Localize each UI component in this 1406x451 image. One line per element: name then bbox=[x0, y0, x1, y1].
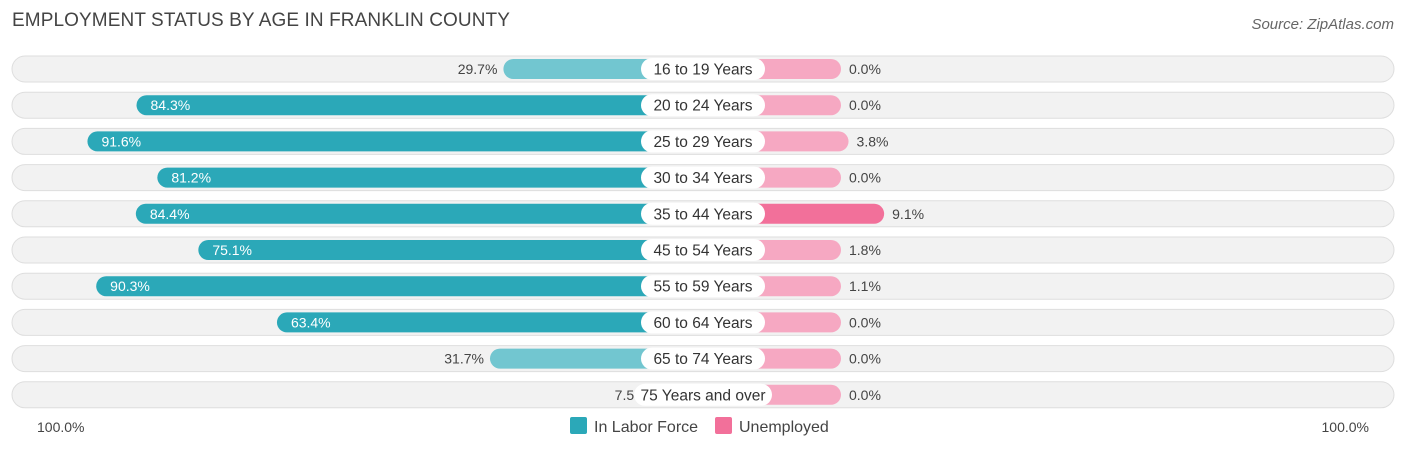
axis-right-label: 100.0% bbox=[1322, 419, 1369, 435]
labor-force-bar bbox=[96, 276, 703, 297]
category-label: 20 to 24 Years bbox=[653, 98, 752, 115]
labor-force-value-label: 81.2% bbox=[171, 170, 211, 186]
category-label: 30 to 34 Years bbox=[653, 170, 752, 187]
category-label: 65 to 74 Years bbox=[653, 351, 752, 368]
labor-force-value-label: 63.4% bbox=[291, 314, 331, 330]
category-label: 60 to 64 Years bbox=[653, 315, 752, 332]
category-pill bbox=[641, 166, 765, 189]
unemployed-value-label: 0.0% bbox=[849, 314, 881, 330]
legend-label-labor-force: In Labor Force bbox=[594, 419, 698, 436]
unemployed-value-label: 0.0% bbox=[849, 97, 881, 113]
unemployed-value-label: 1.8% bbox=[849, 242, 881, 258]
category-pill bbox=[641, 58, 765, 80]
axis-left-label: 100.0% bbox=[37, 419, 84, 435]
category-pill bbox=[641, 311, 765, 334]
category-label: 55 to 59 Years bbox=[653, 279, 752, 296]
labor-force-value-label: 84.3% bbox=[151, 97, 191, 113]
unemployed-value-label: 9.1% bbox=[892, 206, 924, 222]
legend-swatch-unemployed bbox=[715, 417, 732, 434]
labor-force-bar bbox=[135, 203, 703, 224]
labor-force-value-label: 90.3% bbox=[110, 278, 150, 294]
unemployed-value-label: 0.0% bbox=[849, 61, 881, 77]
labor-force-value-label: 91.6% bbox=[101, 133, 141, 149]
labor-force-bar bbox=[198, 240, 703, 260]
labor-force-bar bbox=[136, 95, 703, 116]
category-pill bbox=[641, 202, 765, 225]
chart-source: Source: ZipAtlas.com bbox=[1251, 16, 1394, 33]
unemployed-value-label: 1.1% bbox=[849, 278, 881, 294]
category-label: 25 to 29 Years bbox=[653, 134, 752, 151]
labor-force-value-label: 84.4% bbox=[150, 206, 190, 222]
category-pill bbox=[641, 275, 765, 298]
legend-swatch-labor-force bbox=[570, 417, 587, 434]
category-label: 45 to 54 Years bbox=[653, 243, 752, 260]
chart-title: EMPLOYMENT STATUS BY AGE IN FRANKLIN COU… bbox=[12, 10, 511, 31]
category-pill bbox=[641, 130, 765, 153]
category-pill bbox=[634, 383, 772, 406]
category-pill bbox=[641, 347, 765, 370]
labor-force-bar bbox=[276, 312, 703, 333]
category-label: 75 Years and over bbox=[641, 387, 766, 404]
unemployed-value-label: 0.0% bbox=[849, 351, 881, 367]
unemployed-value-label: 0.0% bbox=[849, 170, 881, 186]
category-pill bbox=[641, 239, 765, 261]
category-label: 35 to 44 Years bbox=[653, 206, 752, 223]
category-label: 16 to 19 Years bbox=[653, 62, 752, 79]
labor-force-bar bbox=[157, 167, 703, 188]
unemployed-value-label: 3.8% bbox=[857, 133, 889, 149]
labor-force-value-label: 75.1% bbox=[212, 242, 252, 258]
legend-label-unemployed: Unemployed bbox=[739, 419, 829, 436]
labor-force-bar bbox=[87, 131, 703, 152]
category-pill bbox=[641, 94, 765, 117]
labor-force-value-label: 31.7% bbox=[444, 351, 484, 367]
labor-force-value-label: 29.7% bbox=[458, 61, 498, 77]
unemployed-value-label: 0.0% bbox=[849, 387, 881, 403]
